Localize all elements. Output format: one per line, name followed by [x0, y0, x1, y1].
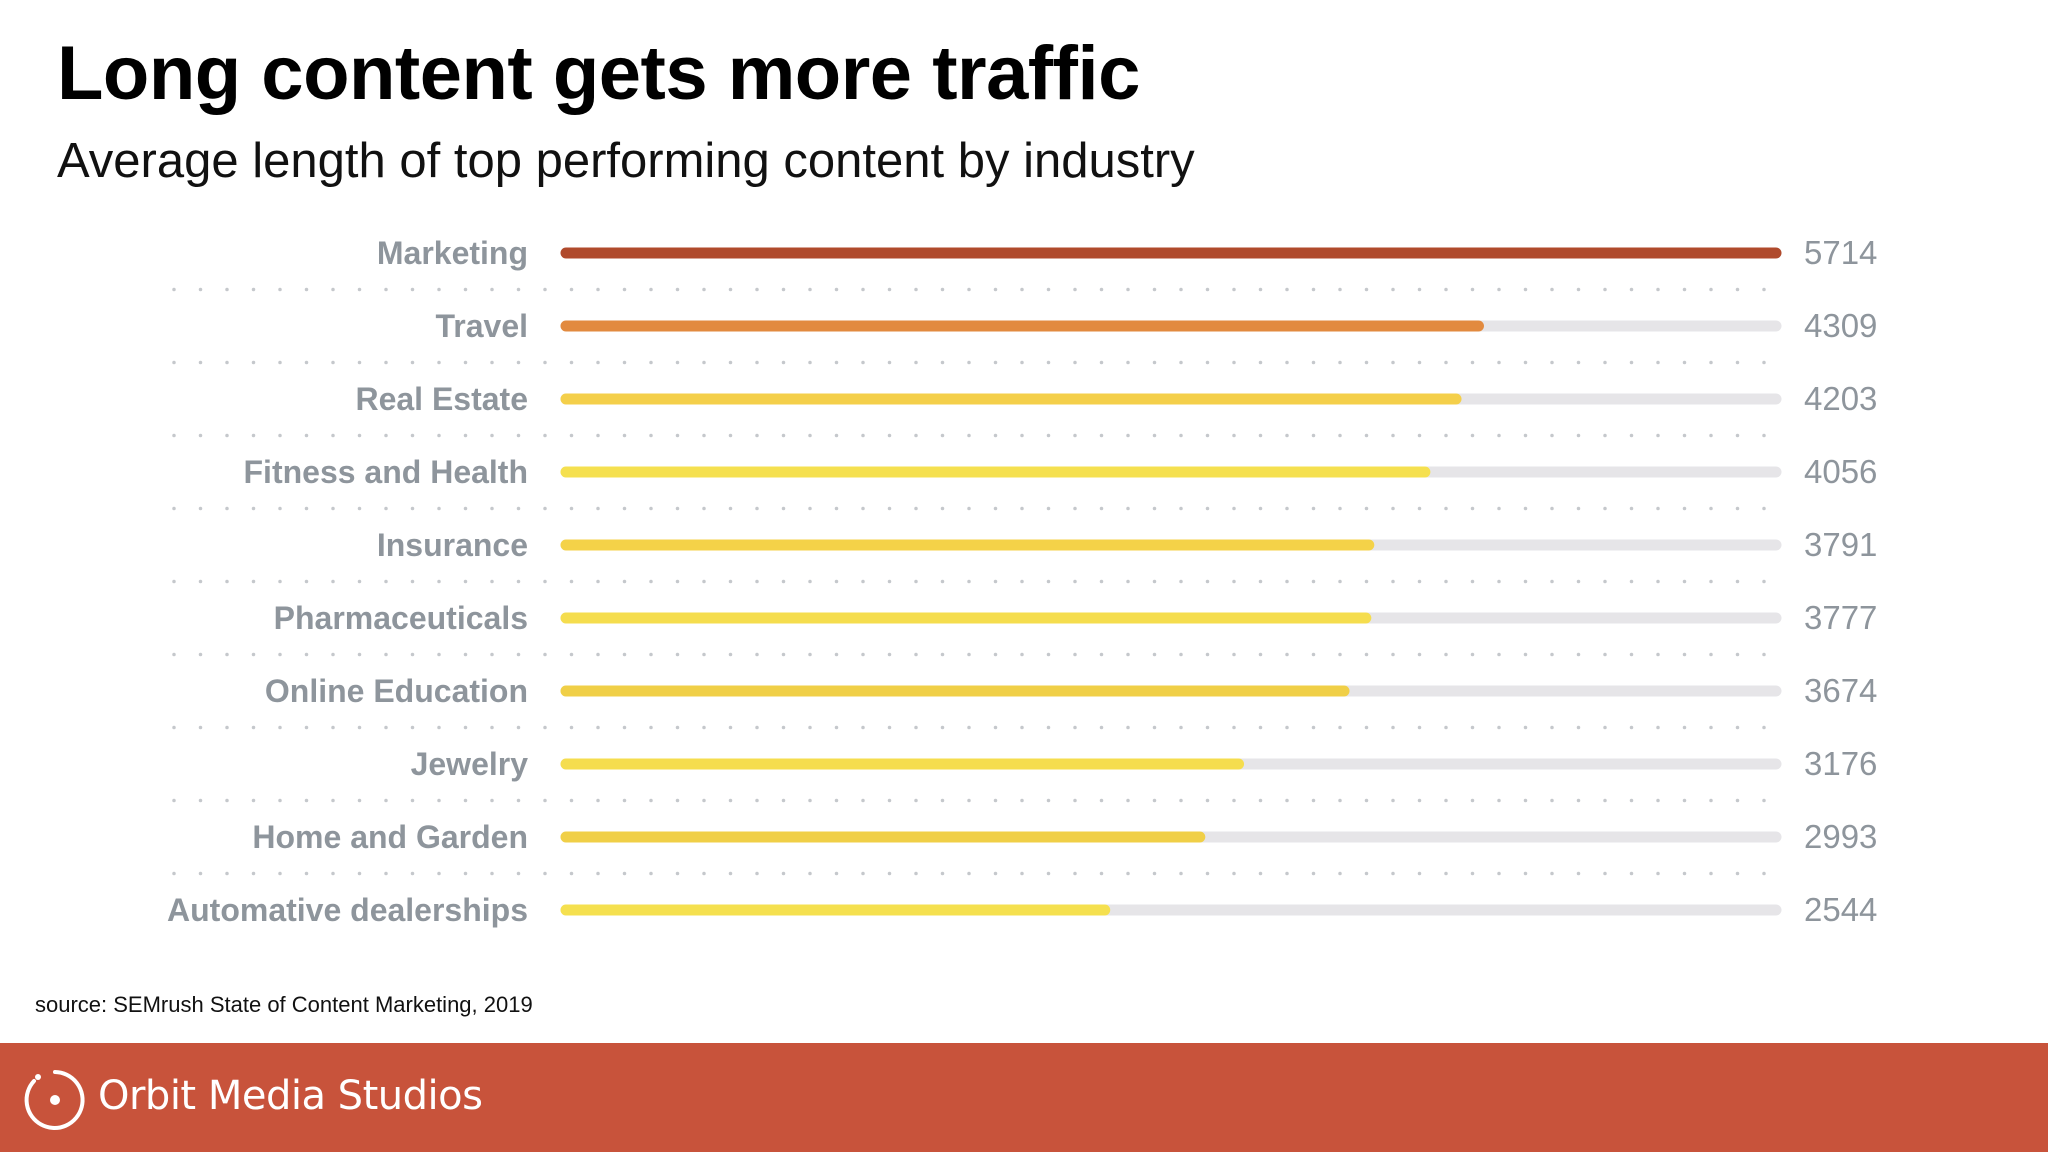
- value-label: 3176: [1804, 745, 1877, 782]
- bar-chart: Marketing 5714 Travel 4309 Real Estate 4203 Fi…: [167, 234, 1877, 928]
- orbit-circle-logo-icon: [24, 1070, 85, 1130]
- category-label: Insurance: [377, 527, 528, 563]
- value-label: 4056: [1804, 453, 1877, 490]
- category-label: Real Estate: [355, 381, 528, 417]
- category-label: Pharmaceuticals: [274, 600, 528, 636]
- category-label: Jewelry: [411, 746, 529, 782]
- value-label: 3777: [1804, 599, 1877, 636]
- value-label: 4309: [1804, 307, 1877, 344]
- category-label: Travel: [435, 308, 528, 344]
- value-label: 5714: [1804, 234, 1877, 271]
- brand-name: Orbit Media Studios: [98, 1073, 483, 1119]
- category-label: Marketing: [377, 235, 528, 271]
- category-label: Fitness and Health: [244, 454, 529, 490]
- value-label: 3674: [1804, 672, 1877, 709]
- category-label: Online Education: [265, 673, 528, 709]
- category-label: Automative dealerships: [167, 892, 528, 928]
- value-label: 2993: [1804, 818, 1877, 855]
- footer-bar: Orbit Media Studios: [0, 1043, 2048, 1152]
- value-label: 2544: [1804, 891, 1877, 928]
- value-label: 4203: [1804, 380, 1877, 417]
- category-label: Home and Garden: [252, 819, 528, 855]
- slide-subtitle: Average length of top performing content…: [57, 134, 1195, 188]
- slide-title: Long content gets more traffic: [57, 31, 1140, 116]
- value-label: 3791: [1804, 526, 1877, 563]
- source-note: source: SEMrush State of Content Marketi…: [35, 992, 533, 1017]
